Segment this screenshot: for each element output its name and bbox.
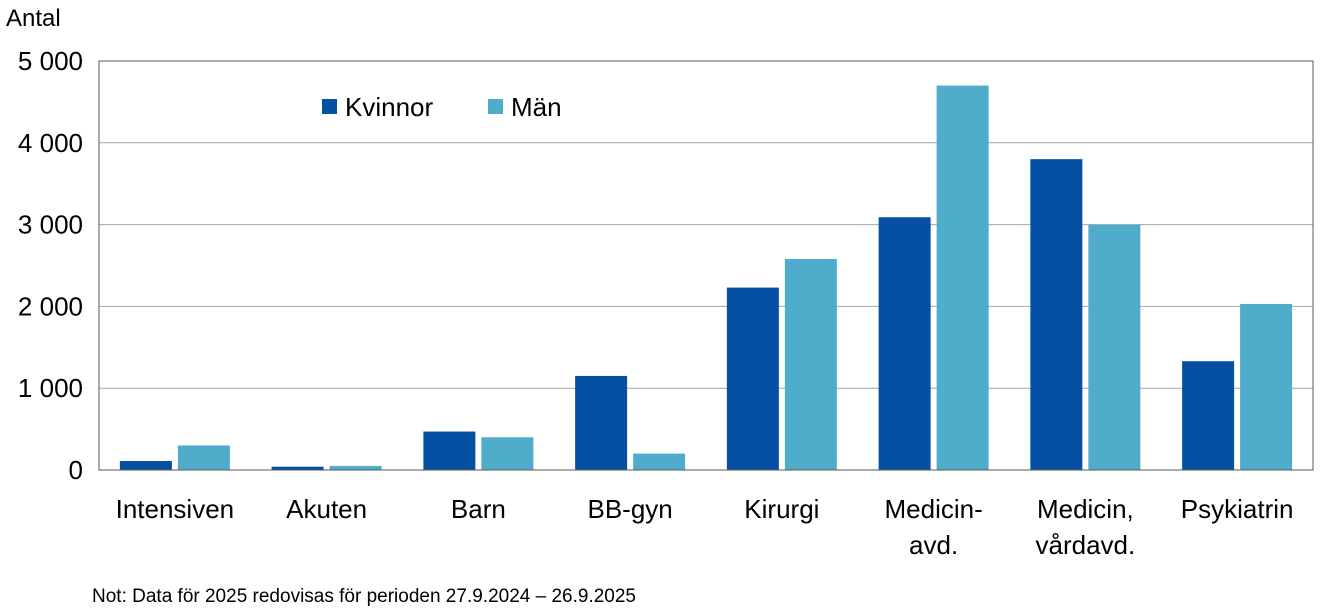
- legend-swatch: [488, 99, 503, 114]
- plot-area-border: [98, 60, 1314, 471]
- y-axis-title: Antal: [6, 5, 61, 32]
- category-label: Akuten: [286, 494, 367, 524]
- category-label: Barn: [451, 494, 506, 524]
- bar-man: [784, 258, 837, 470]
- category-labels: Intensiven Akuten Barn BB-gyn Kirurgi Medicin…: [116, 494, 1294, 560]
- bar-chart: Antal 0 1 000 2 000 3 000 4 000 5 000 Intensi…: [6, 5, 1314, 560]
- bars: [119, 85, 1293, 470]
- footnote: Not: Data för 2025 redovisas för periode…: [92, 586, 636, 607]
- y-tick-label: 3 000: [18, 210, 83, 240]
- bar-kvinnor: [423, 431, 476, 470]
- bar-kvinnor: [119, 461, 172, 470]
- bar-man: [633, 453, 686, 470]
- y-tick-label: 2 000: [18, 291, 83, 321]
- bar-kvinnor: [271, 466, 324, 470]
- y-tick-label: 0: [69, 455, 83, 485]
- y-tick-label: 1 000: [18, 373, 83, 403]
- y-tick-label: 5 000: [18, 46, 83, 76]
- legend-label: Kvinnor: [345, 92, 433, 122]
- bar-man: [177, 445, 230, 470]
- bar-kvinnor: [878, 217, 931, 470]
- category-label: Psykiatrin: [1181, 494, 1294, 524]
- bar-kvinnor: [575, 375, 628, 470]
- category-label: vårdavd.: [1036, 530, 1136, 560]
- bar-kvinnor: [726, 287, 779, 470]
- legend: Kvinnor Män: [322, 92, 562, 122]
- category-label: avd.: [909, 530, 958, 560]
- category-label: Medicin-: [885, 494, 983, 524]
- bar-man: [481, 437, 534, 470]
- y-tick-labels: 0 1 000 2 000 3 000 4 000 5 000: [18, 46, 83, 485]
- category-label: Intensiven: [116, 494, 235, 524]
- legend-label: Män: [511, 92, 562, 122]
- bar-man: [936, 85, 989, 470]
- y-tick-label: 4 000: [18, 128, 83, 158]
- bar-man: [1088, 224, 1141, 470]
- bar-kvinnor: [1030, 159, 1083, 470]
- legend-swatch: [322, 99, 337, 114]
- bar-man: [1240, 303, 1293, 470]
- category-label: Medicin,: [1037, 494, 1134, 524]
- category-label: BB-gyn: [587, 494, 672, 524]
- bar-man: [329, 465, 382, 470]
- bar-kvinnor: [1182, 361, 1235, 470]
- category-label: Kirurgi: [744, 494, 819, 524]
